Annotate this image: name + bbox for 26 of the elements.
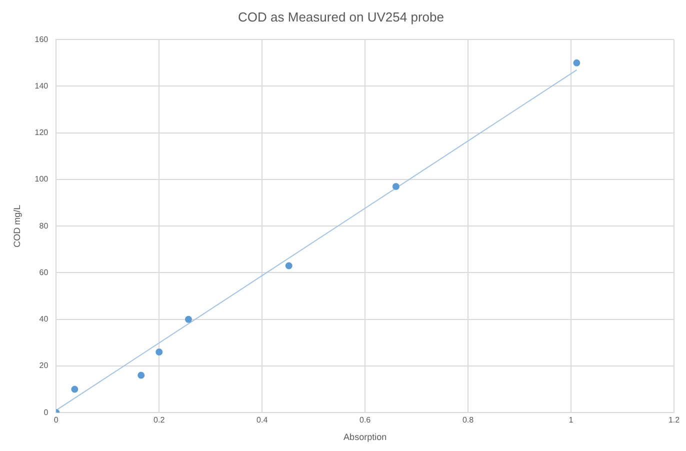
point — [184, 316, 192, 323]
y-tick-label: 60 — [39, 268, 49, 277]
x-tick-label: 0.2 — [154, 416, 166, 425]
y-tick-label: 140 — [34, 81, 49, 90]
y-axis-title: COD mg/L — [12, 204, 22, 248]
y-tick-label: 120 — [34, 128, 49, 138]
y-tick-label: 0 — [44, 408, 49, 417]
x-tick-label: 1.2 — [668, 416, 680, 425]
point — [285, 262, 292, 270]
x-tick-label: 1 — [568, 416, 574, 425]
x-tick-label: 0.6 — [360, 416, 372, 425]
x-tick-label: 0.4 — [256, 416, 268, 425]
y-tick-label: 100 — [34, 174, 49, 184]
y-tick-label: 80 — [39, 221, 49, 230]
y-tick-label: 40 — [39, 314, 49, 324]
chart-title: COD as Measured on UV254 probe — [238, 9, 444, 24]
point — [138, 372, 145, 379]
point — [71, 386, 78, 393]
x-tick-label: 0 — [54, 416, 59, 425]
point — [392, 182, 400, 190]
point — [573, 59, 580, 66]
y-tick-label: 160 — [34, 34, 49, 44]
point — [156, 348, 163, 356]
y-tick-label: 20 — [39, 361, 49, 370]
x-tick-label: 0.8 — [462, 416, 474, 425]
x-axis-title: Absorption — [344, 432, 387, 442]
